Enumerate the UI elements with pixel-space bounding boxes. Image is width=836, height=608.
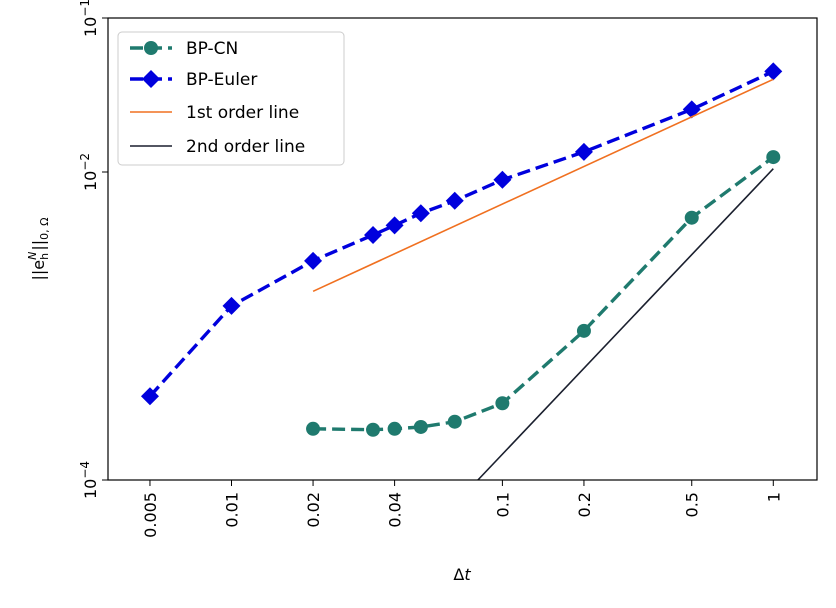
x-tick-label-5: 0.2 [575,492,594,517]
series-0-point-2 [387,421,402,436]
legend: BP-CN BP-Euler 1st order line 2nd order lin… [117,31,345,166]
series-0-point-3 [413,419,428,434]
series-1-point-8 [574,142,593,161]
legend-marker-0 [144,41,158,55]
x-tick-label-2: 0.02 [304,492,323,528]
x-tick-label-1: 0.01 [223,492,242,528]
legend-label-1: BP-Euler [186,70,257,90]
legend-label-3: 2nd order line [186,137,305,157]
series-0-point-1 [366,422,381,437]
y-tick-label-1: 10−2 [78,153,100,191]
x-tick-label-3: 0.04 [386,492,405,528]
series-1-point-10 [764,62,783,81]
series-1-point-0 [140,387,159,406]
y-axis-label: ||ehN||0, Ω [26,217,51,280]
y-tick-base-0: 10 [81,479,100,499]
y-tick-base-2: 10 [81,17,100,37]
legend-box [117,31,345,166]
x-axis-label: Δt [453,565,471,584]
x-axis-label-delta: Δ [453,565,464,584]
x-axis: 0.005 0.01 0.02 0.04 0.1 0.2 0.5 1 [141,480,783,538]
series-layer [140,62,783,481]
x-tick-label-6: 0.5 [683,492,702,517]
series-0-point-5 [495,396,510,411]
series-0-point-6 [576,323,591,338]
series-1-point-5 [411,204,430,223]
y-label-norm-sub: 0, Ω [38,217,51,239]
y-tick-label-2: 10−1 [78,0,100,37]
series-0-point-0 [306,421,321,436]
plot-frame [107,17,818,481]
series-1-point-4 [385,216,404,235]
series-1 [140,62,783,406]
series-line-0 [313,155,775,432]
x-tick-label-0: 0.005 [141,492,160,538]
series-3 [477,168,774,481]
y-axis: 10−410−210−1 [78,0,108,499]
series-1-point-7 [493,170,512,189]
series-line-3 [477,168,774,481]
y-label-sup: N [26,252,39,260]
series-0-point-7 [684,210,699,225]
series-1-point-2 [304,251,323,270]
y-tick-exp-2: −1 [78,0,92,17]
series-0-point-4 [447,414,462,429]
series-1-point-3 [364,225,383,244]
series-2 [312,78,774,293]
series-0 [306,150,781,437]
y-tick-base-1: 10 [81,171,100,191]
series-1-point-6 [445,191,464,210]
series-1-point-9 [682,100,701,119]
legend-marker-1 [142,70,160,88]
y-label-sub: h [38,253,51,260]
y-tick-exp-1: −2 [78,153,92,171]
series-1-point-1 [222,296,241,315]
series-line-2 [312,78,774,293]
x-axis-label-t: t [464,565,471,584]
y-tick-exp-0: −4 [78,461,92,479]
x-tick-label-4: 0.1 [493,492,512,517]
x-tick-label-7: 1 [764,492,783,502]
series-0-point-8 [766,150,781,165]
legend-label-2: 1st order line [186,103,299,123]
legend-label-0: BP-CN [186,39,238,59]
y-tick-label-0: 10−4 [78,461,100,499]
